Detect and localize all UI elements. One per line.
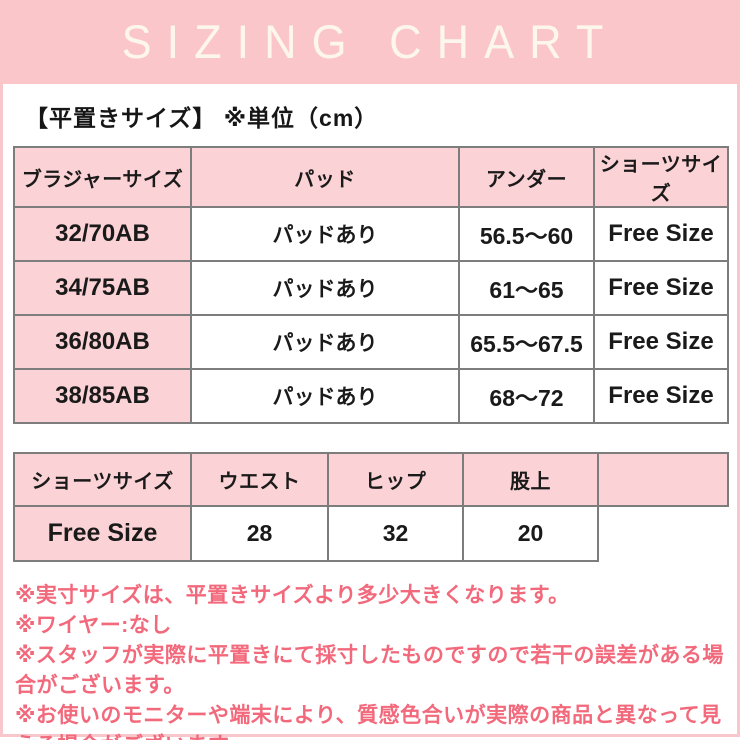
- waist-value-cell: 28: [190, 505, 329, 562]
- shorts-size-cell: Free Size: [593, 314, 729, 370]
- bra-size-cell: 34/75AB: [13, 260, 192, 316]
- shorts-table-header-hip: ヒップ: [327, 452, 464, 507]
- shorts-size-value-cell: Free Size: [13, 505, 192, 562]
- bra-table-row: 36/80AB パッドあり 65.5〜67.5 Free Size: [13, 314, 729, 370]
- note-line: ※実寸サイズは、平置きサイズより多少大きくなります。: [15, 584, 570, 607]
- bra-size-table: ブラジャーサイズ パッド アンダー ショーツサイズ 32/70AB パッドあり …: [13, 146, 729, 424]
- shorts-size-cell: Free Size: [593, 260, 729, 316]
- bra-table-header-pad: パッド: [190, 146, 460, 208]
- bra-size-cell: 32/70AB: [13, 206, 192, 262]
- note-line: ※ワイヤー:なし: [15, 614, 172, 637]
- shorts-table-header-row: ショーツサイズ ウエスト ヒップ 股上: [13, 452, 729, 507]
- shorts-size-cell: Free Size: [593, 206, 729, 262]
- banner: SIZING CHART: [0, 0, 740, 84]
- bra-table-row: 32/70AB パッドあり 56.5〜60 Free Size: [13, 206, 729, 262]
- pad-cell: パッドあり: [190, 260, 460, 316]
- under-cell: 61〜65: [458, 260, 595, 316]
- shorts-table-row: Free Size 28 32 20: [13, 505, 728, 562]
- bra-table-row: 38/85AB パッドあり 68〜72 Free Size: [13, 368, 729, 424]
- under-cell: 56.5〜60: [458, 206, 595, 262]
- under-cell: 68〜72: [458, 368, 595, 424]
- bra-size-cell: 36/80AB: [13, 314, 192, 370]
- shorts-size-cell: Free Size: [593, 368, 729, 424]
- shorts-table-empty-cell: [597, 452, 729, 507]
- pad-cell: パッドあり: [190, 368, 460, 424]
- rise-value-cell: 20: [462, 505, 599, 562]
- bra-table-header-row: ブラジャーサイズ パッド アンダー ショーツサイズ: [13, 146, 729, 208]
- bra-table-row: 34/75AB パッドあり 61〜65 Free Size: [13, 260, 729, 316]
- bra-table-header-bra-size: ブラジャーサイズ: [13, 146, 192, 208]
- shorts-table-header-rise: 股上: [462, 452, 599, 507]
- notes: ※実寸サイズは、平置きサイズより多少大きくなります。 ※ワイヤー:なし ※スタッ…: [15, 581, 727, 740]
- under-cell: 65.5〜67.5: [458, 314, 595, 370]
- banner-title: SIZING CHART: [121, 14, 619, 69]
- shorts-table-header-waist: ウエスト: [190, 452, 329, 507]
- bra-size-cell: 38/85AB: [13, 368, 192, 424]
- content-frame: 【平置きサイズ】 ※単位（cm） ブラジャーサイズ パッド アンダー ショーツサ…: [0, 84, 740, 740]
- note-line: ※お使いのモニターや端末により、質感色合いが実際の商品と異なって見える場合がござ…: [15, 704, 722, 740]
- pad-cell: パッドあり: [190, 314, 460, 370]
- shorts-size-table: ショーツサイズ ウエスト ヒップ 股上 Free Size 28 32 20: [13, 452, 729, 562]
- bra-table-header-under: アンダー: [458, 146, 595, 208]
- shorts-table-header-shorts-size: ショーツサイズ: [13, 452, 192, 507]
- hip-value-cell: 32: [327, 505, 464, 562]
- bra-table-header-shorts-size: ショーツサイズ: [593, 146, 729, 208]
- section-title: 【平置きサイズ】 ※単位（cm）: [25, 105, 379, 131]
- pad-cell: パッドあり: [190, 206, 460, 262]
- note-line: ※スタッフが実際に平置きにて採寸したものですので若干の誤差がある場合がございます…: [15, 644, 724, 697]
